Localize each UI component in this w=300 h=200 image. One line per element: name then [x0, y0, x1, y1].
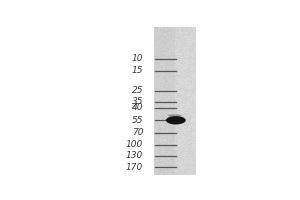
- Text: 10: 10: [132, 54, 143, 63]
- Bar: [38, 24, 107, 178]
- Text: 15: 15: [132, 66, 143, 75]
- Bar: [196, 24, 270, 178]
- Text: 170: 170: [126, 163, 143, 172]
- Text: 130: 130: [126, 151, 143, 160]
- Text: 35: 35: [132, 97, 143, 106]
- Text: 40: 40: [132, 103, 143, 112]
- Text: 100: 100: [126, 140, 143, 149]
- Text: 55: 55: [132, 116, 143, 125]
- Text: 70: 70: [132, 128, 143, 137]
- Ellipse shape: [166, 116, 186, 124]
- Ellipse shape: [168, 114, 182, 117]
- Text: 25: 25: [132, 86, 143, 95]
